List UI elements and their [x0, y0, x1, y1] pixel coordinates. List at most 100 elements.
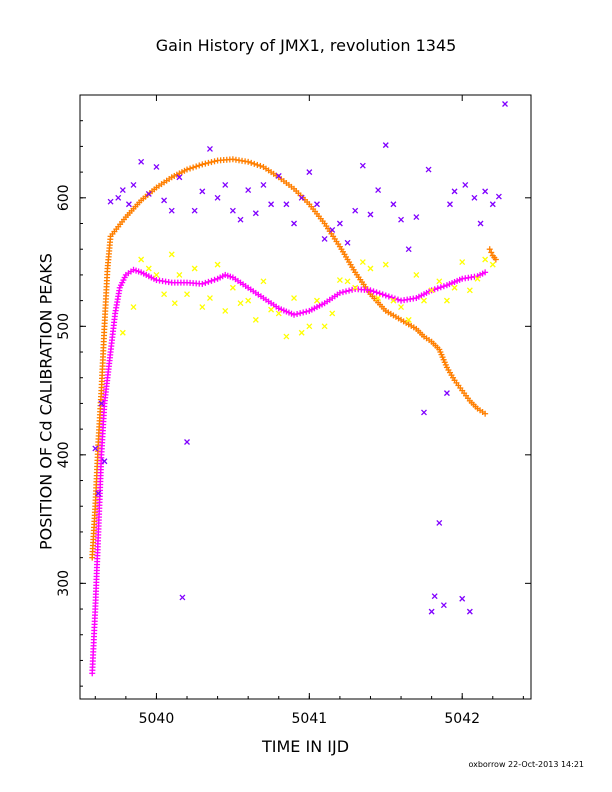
data-point [405, 316, 412, 323]
series-3 [92, 101, 508, 615]
data-point [314, 297, 320, 304]
y-tick-label: 600 [56, 184, 72, 211]
data-point [421, 409, 427, 416]
data-point [145, 265, 152, 272]
data-point [125, 201, 132, 208]
data-point [161, 291, 168, 298]
data-point [214, 261, 221, 268]
data-point [260, 278, 267, 285]
data-point [138, 256, 145, 263]
data-point [306, 169, 313, 176]
data-point [115, 194, 122, 201]
data-point [145, 190, 152, 197]
data-point [314, 201, 320, 208]
data-point [482, 256, 489, 263]
chart-title: Gain History of JMX1, revolution 1345 [155, 36, 457, 55]
data-point [153, 271, 160, 278]
data-point [495, 193, 502, 200]
data-point [462, 181, 469, 188]
data-point [447, 201, 453, 208]
data-point [161, 197, 168, 204]
data-point [451, 188, 458, 195]
x-tick-label: 5040 [139, 711, 175, 727]
data-point [359, 259, 366, 266]
data-point [375, 295, 382, 302]
x-axis-label: TIME IN IJD [261, 737, 350, 756]
data-point [459, 259, 466, 266]
data-point [130, 181, 137, 188]
data-point [474, 275, 481, 282]
data-point [413, 271, 420, 278]
data-point [352, 207, 359, 214]
data-point [291, 220, 297, 227]
footer-credit: oxborrow 22-Oct-2013 14:21 [468, 760, 584, 769]
data-point [390, 201, 397, 208]
data-point [431, 593, 438, 600]
data-point [367, 265, 374, 272]
series-0 [89, 156, 499, 561]
data-point [199, 188, 206, 195]
data-point [229, 207, 236, 214]
data-point [344, 239, 351, 246]
data-point [260, 181, 267, 188]
data-point [336, 277, 343, 284]
data-point [298, 329, 305, 336]
series-2 [119, 251, 496, 340]
data-marks [89, 101, 508, 677]
plot-frame [79, 94, 532, 700]
data-point [222, 307, 229, 314]
data-point [489, 201, 496, 208]
data-point [176, 271, 183, 278]
data-point [359, 162, 366, 169]
data-point [502, 101, 508, 107]
data-point [482, 188, 489, 195]
data-point [436, 519, 443, 526]
data-point [229, 284, 236, 291]
data-point [375, 187, 382, 194]
data-point [199, 304, 206, 311]
data-point [130, 304, 137, 311]
data-point [191, 265, 198, 272]
data-point [138, 158, 145, 165]
data-point [428, 287, 435, 294]
data-point [291, 295, 297, 302]
data-point [451, 284, 458, 291]
data-point [153, 164, 160, 170]
data-point [206, 146, 213, 152]
data-point [405, 246, 412, 253]
data-point [466, 608, 473, 615]
data-point [367, 211, 374, 218]
data-point [443, 297, 450, 304]
data-point [425, 166, 432, 173]
data-point [119, 187, 126, 194]
data-point [459, 595, 466, 602]
data-point [245, 187, 252, 194]
data-point [283, 201, 290, 208]
data-point [466, 287, 473, 294]
data-point [176, 174, 183, 181]
data-point [252, 316, 259, 323]
y-axis-label: POSITION OF Cd CALIBRATION PEAKS [36, 253, 56, 550]
data-point [92, 445, 99, 452]
data-point [268, 306, 275, 313]
data-point [298, 194, 305, 201]
data-point [321, 235, 328, 242]
data-point [206, 295, 213, 302]
data-point [436, 278, 443, 285]
data-point [344, 278, 351, 285]
data-point [268, 201, 275, 208]
data-point [222, 181, 229, 188]
data-point [489, 261, 496, 268]
data-point [237, 216, 244, 223]
data-point [184, 439, 190, 445]
data-point [252, 210, 259, 217]
data-point [179, 594, 186, 601]
data-point [440, 602, 447, 609]
data-point [336, 220, 343, 227]
data-point [168, 207, 175, 214]
data-point [101, 458, 108, 465]
data-point [321, 323, 328, 330]
y-tick-label: 500 [56, 313, 72, 340]
data-point [398, 304, 405, 311]
